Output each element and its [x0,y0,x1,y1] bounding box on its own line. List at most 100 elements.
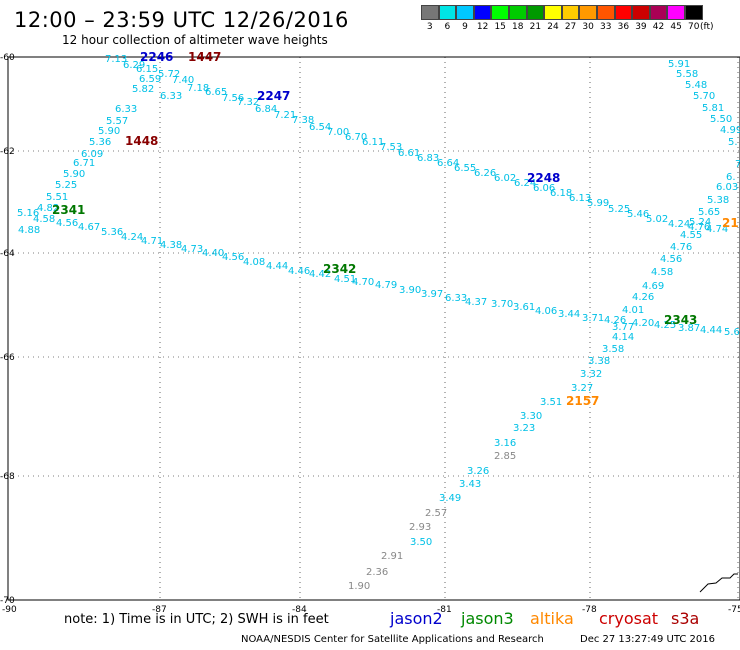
wave-height-value: 5.48 [685,80,707,91]
latitude-label: -66 [0,353,15,363]
wave-height-value: 5.99 [587,198,609,209]
wave-height-value: 6.29 [123,60,145,71]
wave-height-value: 4.99 [720,125,740,136]
wave-height-value: 6.33 [115,104,137,115]
pass-time-label: 1447 [188,50,221,64]
wave-height-value: 3.51 [540,397,562,408]
wave-height-value: 3.23 [513,423,535,434]
wave-height-value: 3.43 [459,479,481,490]
wave-height-value: 3.70 [491,299,513,310]
wave-height-value: 5.38 [707,195,729,206]
wave-height-value: 3.44 [558,309,580,320]
color-scale-cell [526,5,545,20]
wave-height-value: 6.06 [533,183,555,194]
wave-height-value: 4.46 [288,266,310,277]
footer-note: note: 1) Time is in UTC; 2) SWH is in fe… [64,612,329,627]
color-scale-cell [667,5,685,20]
pass-time-label: 2248 [527,171,560,185]
longitude-label: -78 [582,605,597,615]
color-scale-label: 33 [600,22,612,32]
wave-height-value: 6.83 [417,153,439,164]
wave-height-value: 5.90 [63,169,85,180]
pass-time-label: 2343 [664,313,697,327]
wave-height-value: 3.77 [612,322,634,333]
wave-height-value: 4.67 [78,222,100,233]
color-scale-cell [614,5,633,20]
wave-height-value: 3.30 [520,411,542,422]
wave-height-value: 5.36 [101,227,123,238]
wave-height-value: 4.26 [604,315,626,326]
wave-height-value: 4.88 [18,225,40,236]
wave-height-value: 4.82 [37,203,59,214]
color-scale-label: 27 [564,22,577,32]
legend-jason3: jason3 [461,609,514,628]
wave-height-value: 6.02 [494,173,516,184]
wave-height-value: 4.06 [535,306,557,317]
map-subtitle: 12 hour collection of altimeter wave hei… [62,33,328,47]
wave-height-value: 7.00 [327,127,349,138]
pass-labels: 2246 1447 2247 1448 2248 2341 2342 2343 2157 21 [52,50,739,408]
wave-height-value: 5.16 [17,208,39,219]
wave-height-value: 6.59 [139,74,161,85]
map-grid [7,56,740,601]
wave-height-value: 3.27 [571,383,593,394]
pass-time-label: 2341 [52,203,85,217]
wave-height-value: 2.91 [381,551,403,562]
wave-height-value: 6.13 [569,193,591,204]
pass-time-label: 1448 [125,134,158,148]
wave-height-value: 3.38 [588,356,610,367]
latitude-label: -64 [0,249,15,259]
wave-height-value: 5.91 [668,59,690,70]
wave-height-value: 7.38 [292,115,314,126]
wave-height-value: 5.25 [608,204,630,215]
color-scale-label: 24 [547,22,559,32]
wave-height-value: 6.15 [136,64,158,75]
color-scale-labels: 3 6 9 12 15 18 21 24 27 30 33 36 39 42 45 70 [421,22,703,32]
wave-height-value: 4.24 [668,219,690,230]
wave-height-value: 4.38 [160,240,182,251]
wave-height-value: 6.18 [550,188,572,199]
color-scale-unit: (ft) [700,22,714,32]
color-scale-label: 45 [670,22,682,32]
color-scale-label: 6 [444,22,451,32]
wave-height-value: 5.24 [689,217,711,228]
wave-height-value: 7.32 [237,97,259,108]
wave-height-value: 5.51 [46,192,68,203]
wave-height-value: 4.70 [352,277,374,288]
wave-height-value: 6.03 [716,182,738,193]
color-scale-label: 30 [582,22,594,32]
wave-height-value: 5.46 [627,209,649,220]
wave-height-value: 4.24 [121,232,143,243]
wave-height-value: 6. [726,172,736,183]
latitude-label: -60 [0,53,15,63]
wave-height-value: 4.56 [660,254,682,265]
color-scale-label: 39 [635,22,647,32]
wave-height-value: 6.64 [437,158,459,169]
longitude-label: -87 [152,605,167,615]
wave-height-value: 6.33 [160,91,182,102]
wave-height-value: 6.71 [73,158,95,169]
wave-height-value: 4.56 [56,218,78,229]
legend-s3a: s3a [671,609,700,628]
wave-height-value: 5.36 [89,137,111,148]
wave-height-value: 5.72 [158,69,180,80]
wave-height-value: 7.40 [172,75,194,86]
wave-height-value: 5.82 [132,84,154,95]
wave-height-value: 2.93 [409,522,431,533]
color-scale-cell [596,5,615,20]
wave-height-value: 4.44 [266,261,288,272]
color-scale-label: 15 [494,22,506,32]
color-scale-cell [456,5,474,20]
color-scale-cell [473,5,492,20]
pass-time-label: 2157 [566,394,599,408]
latitude-label: -70 [0,596,15,606]
generation-date: Dec 27 13:27:49 UTC 2016 [580,634,715,645]
wave-height-value: 6.09 [81,149,103,160]
latitude-label: -68 [0,472,15,482]
wave-height-value: 6.24 [514,178,536,189]
wave-height-value: 4.25 [654,320,676,331]
wave-height-value: 5.58 [676,69,698,80]
wave-height-value: 2.36 [366,567,388,578]
wave-height-value: 2.85 [494,451,516,462]
